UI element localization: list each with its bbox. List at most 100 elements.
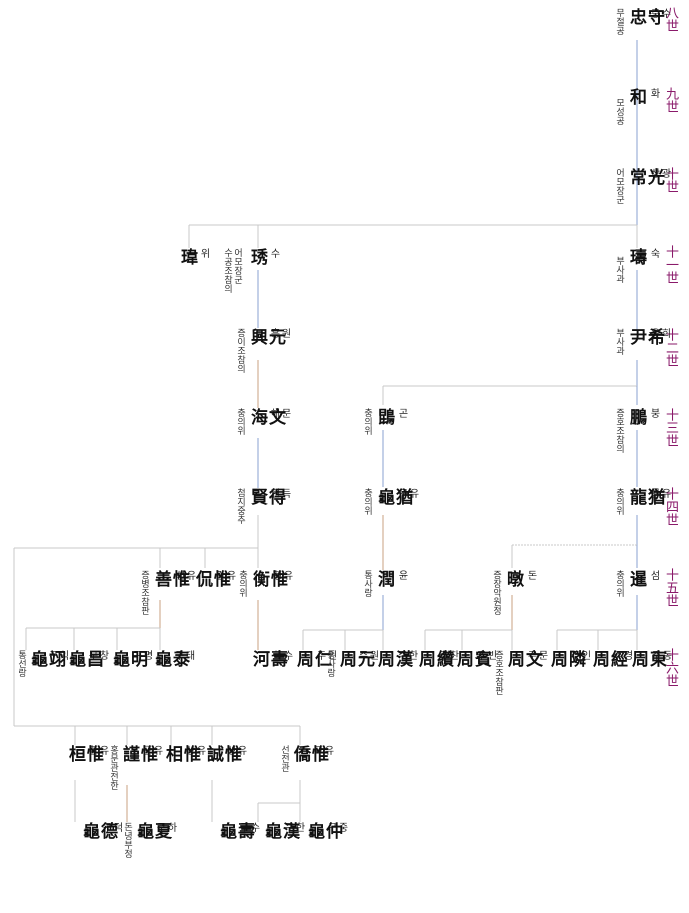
person-reading: 유성 <box>224 745 246 755</box>
person-title: 부사과 <box>614 256 624 283</box>
person-name: 和 <box>626 88 646 105</box>
person-title: 증병조참판 <box>139 570 149 615</box>
person-name: 漢周 <box>374 650 412 667</box>
person-name: 鵾 <box>374 408 394 425</box>
person-reading: 유상 <box>183 745 205 755</box>
person-name: 惟僑 <box>290 745 328 762</box>
person-reading: 곤 <box>396 408 407 418</box>
person-title: 홍문관전한 <box>108 745 118 790</box>
person-reading: 유환 <box>86 745 108 755</box>
person-name: 璹 <box>626 248 646 265</box>
person-title: 어모장군 수공조참의 <box>222 248 242 293</box>
person-reading: 광상 <box>648 168 670 178</box>
person-name: 惟相 <box>162 745 200 762</box>
person-reading: 붕 <box>648 408 659 418</box>
person-name: 元興 <box>247 328 285 345</box>
generation-label: 十五世 <box>663 568 678 607</box>
person-name: 希尹 <box>626 328 664 345</box>
person-title: 선전관 <box>279 745 289 772</box>
person-reading: 익구 <box>46 650 68 660</box>
person-reading: 수구 <box>237 822 259 832</box>
person-reading: 한구 <box>282 822 304 832</box>
person-name: 猶龍 <box>626 488 664 505</box>
person-title: 충의위 <box>614 570 624 597</box>
person-name: 惟衡 <box>249 570 287 587</box>
person-name: 得賢 <box>247 488 285 505</box>
person-name: 鵬 <box>626 408 646 425</box>
person-name: 文周 <box>504 650 542 667</box>
person-reading: 숙 <box>648 248 659 258</box>
person-reading: 돈 <box>525 570 536 580</box>
person-title: 통사랑 <box>362 570 372 597</box>
person-name: 惟誠 <box>203 745 241 762</box>
person-reading: 수하 <box>270 650 292 660</box>
person-reading: 원흥 <box>268 328 290 338</box>
generation-label: 十六世 <box>663 648 678 687</box>
generation-label: 十世 <box>663 167 678 193</box>
person-name: 暾 <box>503 570 523 587</box>
person-reading: 득현 <box>268 488 290 498</box>
person-reading: 중구 <box>325 822 347 832</box>
person-name: 隣周 <box>547 650 585 667</box>
person-name: 惟善 <box>151 570 189 587</box>
person-name: 經周 <box>589 650 627 667</box>
generation-label: 十三世 <box>663 408 678 447</box>
person-title: 증호조참의 <box>614 408 624 453</box>
person-title: 첨지중추 <box>235 488 245 524</box>
person-reading: 수충 <box>648 8 670 18</box>
person-reading: 유선 <box>173 570 195 580</box>
person-reading: 창구 <box>86 650 108 660</box>
person-name: 仁周 <box>293 650 331 667</box>
person-title: 충의위 <box>362 488 372 515</box>
generation-label: 八世 <box>663 6 678 32</box>
person-name: 文海 <box>247 408 285 425</box>
person-reading: 문해 <box>268 408 290 418</box>
person-reading: 빈주 <box>474 650 496 660</box>
person-title: 증이조참의 <box>235 328 245 373</box>
person-name: 泰龜 <box>151 650 189 667</box>
person-name: 夏龜 <box>133 822 171 839</box>
person-reading: 유근 <box>140 745 162 755</box>
person-title: 모성공 <box>614 98 624 125</box>
person-reading: 문주 <box>525 650 547 660</box>
person-name: 元周 <box>336 650 374 667</box>
person-title: 증호조참판 <box>493 650 503 695</box>
person-title: 통사랑 <box>325 650 335 677</box>
person-title: 충의위 <box>235 408 245 435</box>
person-reading: 섬 <box>648 570 659 580</box>
person-reading: 인주 <box>314 650 336 660</box>
generation-label: 九世 <box>663 87 678 113</box>
person-name: 東周 <box>628 650 666 667</box>
person-name: 漢龜 <box>261 822 299 839</box>
person-name: 光常 <box>626 168 664 185</box>
person-reading: 한주 <box>395 650 417 660</box>
person-reading: 경주 <box>610 650 632 660</box>
person-title: 무절공 <box>614 8 624 35</box>
person-reading: 위 <box>198 248 209 258</box>
person-reading: 덕구 <box>100 822 122 832</box>
person-reading: 유형 <box>270 570 292 580</box>
person-title: 부사과 <box>614 328 624 355</box>
person-reading: 유룡 <box>648 488 670 498</box>
person-name: 猶龜 <box>374 488 412 505</box>
person-reading: 희윤 <box>648 328 670 338</box>
person-reading: 동주 <box>649 650 671 660</box>
person-title: 돈녕부정 <box>122 822 132 858</box>
person-name: 惟侃 <box>192 570 230 587</box>
person-reading: 유구 <box>396 488 418 498</box>
person-name: 壽河 <box>249 650 287 667</box>
person-name: 賓周 <box>453 650 491 667</box>
person-name: 仲龜 <box>304 822 342 839</box>
person-name: 壽龜 <box>216 822 254 839</box>
person-name: 瑋 <box>177 248 197 265</box>
person-name: 明龜 <box>109 650 147 667</box>
person-reading: 태구 <box>172 650 194 660</box>
person-name: 昌龜 <box>65 650 103 667</box>
person-name: 潤 <box>374 570 394 587</box>
person-name: 惟謹 <box>119 745 157 762</box>
person-name: 纘周 <box>415 650 453 667</box>
person-reading: 유교 <box>311 745 333 755</box>
person-reading: 찬주 <box>436 650 458 660</box>
